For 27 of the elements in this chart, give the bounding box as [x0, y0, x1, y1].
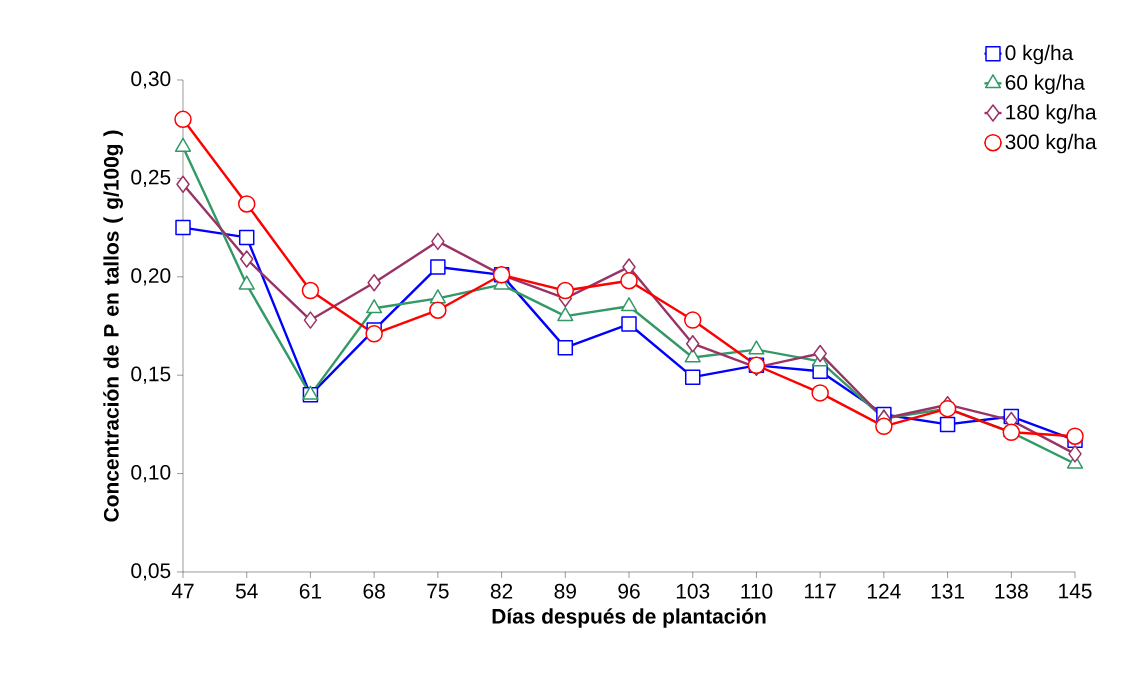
- x-axis-title: Días después de plantación: [492, 608, 766, 628]
- legend-label: 300 kg/ha: [1005, 133, 1097, 154]
- legend-label: 0 kg/ha: [1005, 44, 1074, 65]
- legend-label: 180 kg/ha: [1006, 104, 1097, 124]
- x-tick-label: 110: [741, 583, 773, 599]
- x-tick-label: 82: [490, 583, 513, 599]
- x-tick-label: 145: [1059, 583, 1092, 599]
- legend-label: 60 kg/ha: [1005, 74, 1085, 94]
- y-tick-label: 0,30: [131, 71, 171, 89]
- y-axis-title: Concentración de P en tallos ( g/100g ): [103, 130, 123, 522]
- y-tick-label: 0,20: [131, 268, 171, 286]
- x-tick-label: 68: [363, 583, 385, 599]
- x-tick-label: 117: [805, 583, 836, 599]
- y-tick-label: 0,05: [131, 563, 171, 581]
- x-tick-label: 89: [554, 583, 576, 599]
- x-tick-label: 47: [171, 583, 194, 599]
- x-tick-label: 96: [618, 583, 640, 599]
- y-tick-label: 0,25: [131, 169, 171, 188]
- y-tick-label: 0,15: [131, 366, 171, 384]
- y-tick-label: 0,10: [131, 464, 171, 483]
- x-tick-label: 131: [931, 583, 964, 599]
- x-tick-label: 54: [235, 583, 258, 599]
- x-tick-label: 103: [676, 583, 710, 599]
- x-tick-label: 75: [427, 583, 449, 599]
- x-tick-label: 138: [995, 583, 1028, 599]
- x-tick-label: 61: [299, 583, 322, 599]
- x-tick-label: 124: [868, 583, 901, 599]
